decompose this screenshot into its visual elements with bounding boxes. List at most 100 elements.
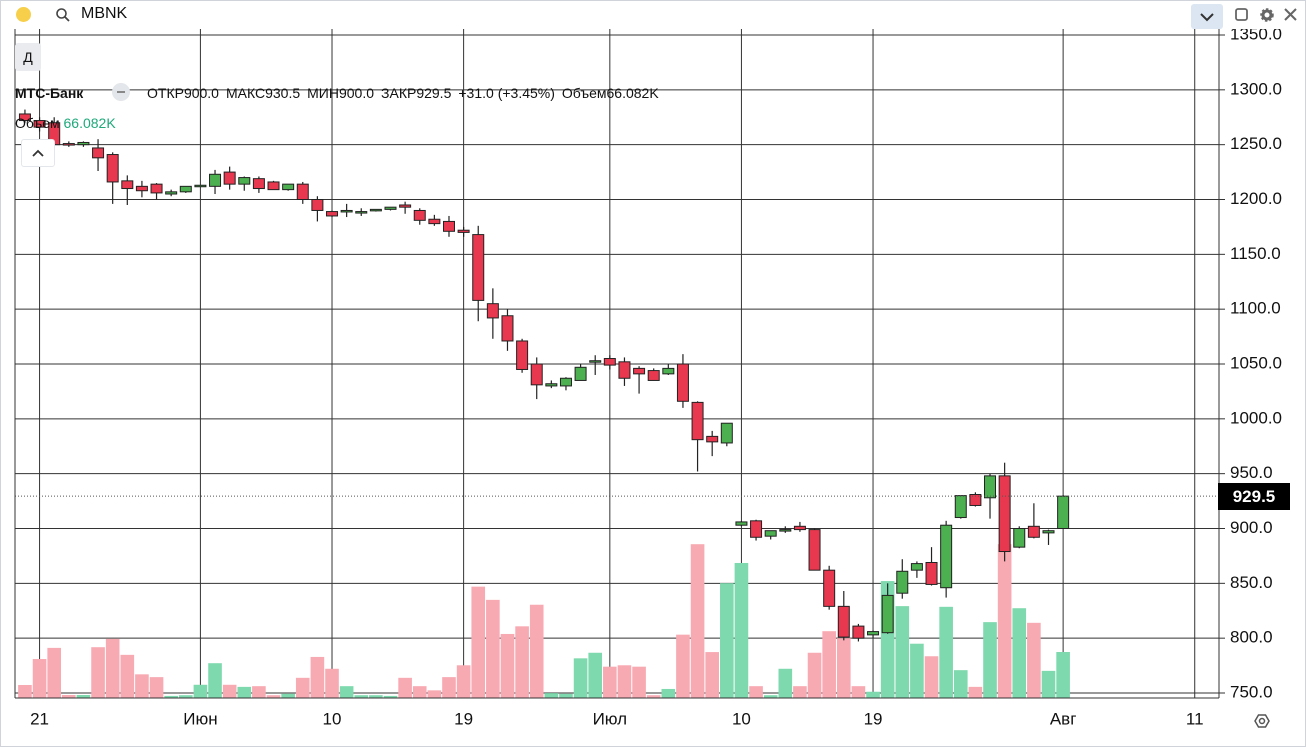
volume-bar xyxy=(632,666,646,698)
x-tick-label: 10 xyxy=(732,709,751,728)
settings-icon[interactable] xyxy=(1254,714,1270,728)
candle-body xyxy=(179,185,192,193)
candle-body xyxy=(442,220,455,232)
candle-body xyxy=(282,183,295,191)
candle-body xyxy=(33,120,46,128)
interval-button[interactable]: Д xyxy=(15,43,41,71)
volume-bar xyxy=(603,666,617,698)
volume-bar xyxy=(734,562,749,698)
top-bar: MBNK xyxy=(1,1,1305,29)
settings-dot[interactable] xyxy=(1258,717,1266,725)
volume-bar xyxy=(76,695,91,698)
candle-body xyxy=(399,204,412,208)
y-tick-label: 800.0 xyxy=(1230,628,1273,647)
volume-bar xyxy=(427,690,442,698)
ohlc-header: ОТКР900.0 МАКС930.5 МИН900.0 ЗАКР929.5 +31.0… xyxy=(147,85,659,101)
candle-body xyxy=(223,171,236,185)
volume-bar xyxy=(18,684,32,698)
candle-body xyxy=(355,211,368,214)
candle-body xyxy=(501,315,514,342)
candle-body xyxy=(1057,495,1070,530)
candle-body xyxy=(940,524,953,589)
candle-body xyxy=(530,363,543,386)
volume-bar xyxy=(120,654,135,698)
candle-body xyxy=(106,154,119,183)
collapse-button[interactable] xyxy=(21,139,55,167)
volume-bar xyxy=(222,684,237,698)
volume-bar xyxy=(32,659,47,698)
candle-body xyxy=(720,422,733,444)
candle-body xyxy=(559,377,572,387)
volume-bar xyxy=(500,633,515,698)
volume-bar xyxy=(1041,670,1056,698)
header-value: 929.5 xyxy=(416,85,452,101)
candle-body xyxy=(750,520,763,538)
y-tick-label: 1100.0 xyxy=(1230,299,1281,318)
candle-body xyxy=(837,605,850,638)
volume-bar xyxy=(939,606,953,698)
candle-body xyxy=(252,178,265,190)
candle-body xyxy=(764,530,777,537)
volume-bar xyxy=(690,544,705,698)
volume-bar xyxy=(208,663,222,698)
hide-button[interactable] xyxy=(112,83,130,101)
volume-bar xyxy=(237,686,252,698)
x-tick-label: 10 xyxy=(323,709,342,728)
header-value: 930.5 xyxy=(265,85,301,101)
volume-bar xyxy=(544,693,559,698)
candle-body xyxy=(77,141,90,146)
volume-bar xyxy=(1056,652,1070,698)
volume-bar xyxy=(325,668,339,698)
header-change: +31.0 (+3.45%) xyxy=(458,85,555,101)
volume-bar xyxy=(369,695,383,698)
x-tick-label: 21 xyxy=(30,709,49,728)
volume-bar xyxy=(193,684,208,698)
candle-body xyxy=(823,569,836,607)
candle-body xyxy=(735,521,748,526)
volume-bar xyxy=(676,634,690,698)
volume-bar xyxy=(807,652,822,698)
candle-body xyxy=(647,370,660,381)
header-label: Объем xyxy=(561,85,607,101)
candle-body xyxy=(150,183,163,194)
volume-bar xyxy=(559,693,573,698)
y-tick-label: 900.0 xyxy=(1230,518,1273,537)
candle-body xyxy=(340,209,353,213)
volume-bar xyxy=(281,693,295,698)
y-tick-label: 1250.0 xyxy=(1230,134,1282,153)
candle-body xyxy=(896,570,909,594)
volume-bar xyxy=(749,686,763,698)
dropdown-button[interactable] xyxy=(1191,4,1223,29)
volume-bar xyxy=(822,631,836,698)
candle-body xyxy=(62,143,75,146)
candle-body xyxy=(910,563,923,571)
settings-hex[interactable] xyxy=(1254,714,1270,728)
header-label: ОТКР xyxy=(147,85,184,101)
volume-bar xyxy=(252,686,266,698)
candle-body xyxy=(969,494,982,506)
volume-bar xyxy=(866,691,880,698)
volume-bar xyxy=(588,652,603,698)
window-controls[interactable] xyxy=(1233,6,1303,24)
y-tick-label: 1050.0 xyxy=(1230,353,1282,372)
volume-bar xyxy=(953,670,968,698)
header-value: 900.0 xyxy=(338,85,375,101)
instrument-name: МТС-Банк xyxy=(15,85,84,101)
header-label: МИН xyxy=(307,85,339,101)
candle-body xyxy=(413,209,426,221)
y-tick-label: 950.0 xyxy=(1230,463,1273,482)
candle-body xyxy=(457,229,470,233)
candle-body xyxy=(1013,528,1026,548)
header-value: 66.082K xyxy=(606,85,659,101)
candle-body xyxy=(603,358,616,366)
search-icon[interactable] xyxy=(55,7,71,23)
volume-bar xyxy=(646,695,661,698)
symbol[interactable]: MBNK xyxy=(81,5,128,22)
volume-bar xyxy=(383,695,398,698)
volume-bar xyxy=(149,677,164,698)
candle-body xyxy=(984,475,997,499)
candle-body xyxy=(545,383,558,387)
volume-bar xyxy=(778,668,793,698)
candle-body xyxy=(1042,530,1055,534)
